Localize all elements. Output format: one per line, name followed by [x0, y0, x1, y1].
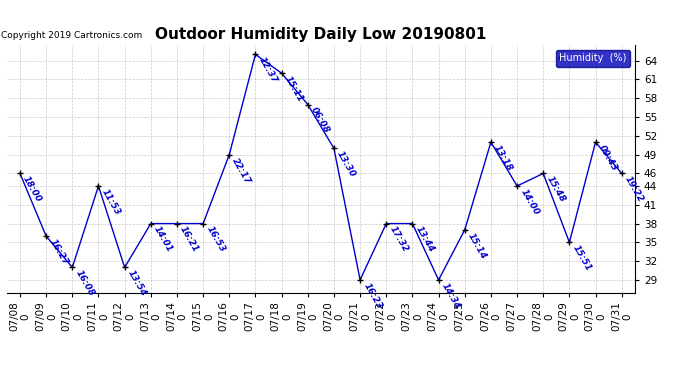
Text: 15:14: 15:14 [466, 231, 489, 261]
Text: 14:34: 14:34 [440, 281, 462, 310]
Text: 22:17: 22:17 [230, 156, 253, 185]
Text: 13:30: 13:30 [335, 150, 357, 179]
Text: 18:00: 18:00 [21, 175, 43, 204]
Text: 19:22: 19:22 [623, 175, 645, 204]
Text: 13:54: 13:54 [126, 269, 148, 298]
Text: 13:18: 13:18 [492, 144, 515, 173]
Text: 16:27: 16:27 [48, 237, 70, 267]
Text: 11:53: 11:53 [100, 188, 122, 217]
Text: 14:01: 14:01 [152, 225, 175, 254]
Text: 15:51: 15:51 [571, 244, 593, 273]
Text: 13:44: 13:44 [414, 225, 436, 254]
Text: 17:32: 17:32 [388, 225, 410, 254]
Text: 16:23: 16:23 [362, 281, 384, 310]
Text: 09:43: 09:43 [597, 144, 619, 173]
Text: 16:53: 16:53 [204, 225, 226, 254]
Text: 15:11: 15:11 [283, 75, 305, 104]
Text: Copyright 2019 Cartronics.com: Copyright 2019 Cartronics.com [1, 31, 142, 40]
Text: 14:00: 14:00 [518, 188, 540, 217]
Text: 12:37: 12:37 [257, 56, 279, 85]
Legend: Humidity  (%): Humidity (%) [555, 50, 630, 67]
Title: Outdoor Humidity Daily Low 20190801: Outdoor Humidity Daily Low 20190801 [155, 27, 486, 42]
Text: 16:08: 16:08 [74, 269, 96, 298]
Text: 16:21: 16:21 [178, 225, 201, 254]
Text: 15:48: 15:48 [544, 175, 566, 204]
Text: 06:08: 06:08 [309, 106, 331, 135]
